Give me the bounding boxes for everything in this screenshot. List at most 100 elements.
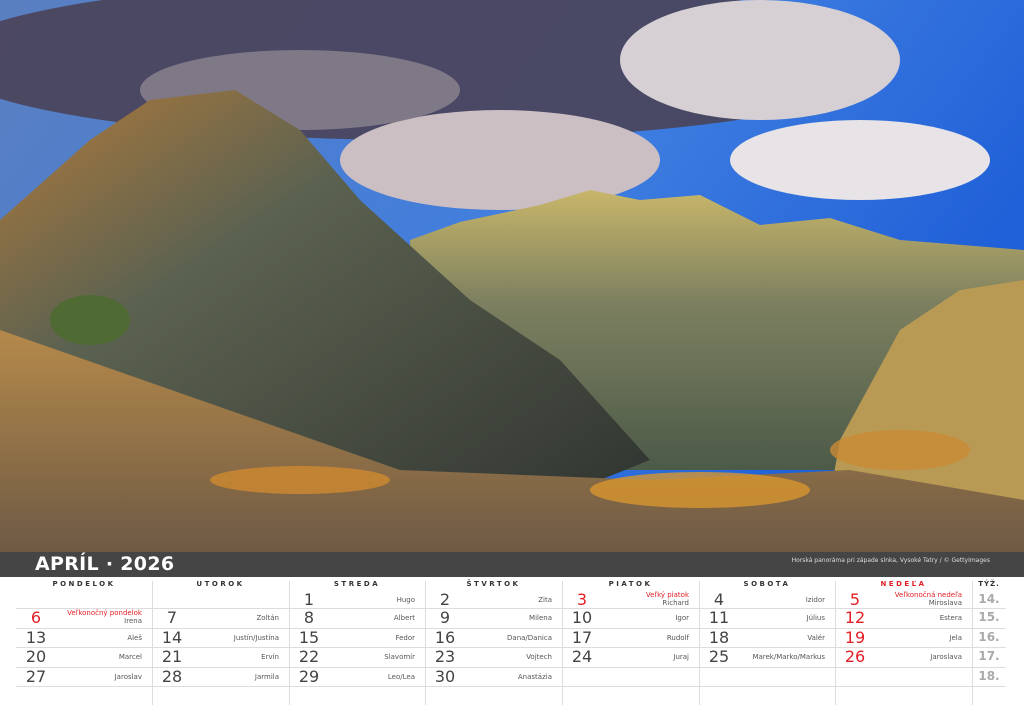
row-divider	[16, 647, 1006, 648]
day-cell[interactable]: 17 Rudolf	[562, 628, 699, 647]
day-cell[interactable]: 28 Jarmila	[152, 667, 289, 686]
holiday-name: Veľkonočná nedeľa	[894, 591, 962, 599]
day-header: ŠTVRTOK	[466, 580, 521, 588]
day-number: 18	[708, 628, 730, 647]
day-cell[interactable]: 25 Marek/Marko/Markus	[699, 647, 835, 666]
day-number: 30	[434, 667, 456, 686]
day-number: 28	[161, 667, 183, 686]
day-cell[interactable]: 13 Aleš	[16, 628, 152, 647]
column-divider	[289, 581, 290, 705]
row-divider	[16, 667, 1006, 668]
row-divider	[16, 608, 1006, 609]
day-cell[interactable]: 2 Zita	[425, 590, 562, 609]
name-day: Miroslava	[928, 599, 962, 607]
day-header: NEDEĽA	[880, 580, 927, 588]
week-number: 17.	[978, 649, 1000, 663]
day-number: 14	[161, 628, 183, 647]
day-number: 29	[298, 667, 320, 686]
day-cell[interactable]: 9 Milena	[425, 608, 562, 627]
name-day: Jela	[949, 634, 962, 642]
day-cell[interactable]: 15 Fedor	[289, 628, 425, 647]
week-number: 14.	[978, 592, 1000, 606]
day-header: PIATOK	[608, 580, 653, 588]
name-day: Justín/Justína	[233, 634, 279, 642]
day-number: 3	[576, 590, 588, 609]
name-day: Valér	[807, 634, 825, 642]
photo-credit: Horská panoráma pri západe slnka, Vysoké…	[791, 557, 990, 564]
name-day: Jarmila	[254, 673, 279, 681]
day-number: 9	[439, 608, 451, 627]
name-day: Rudolf	[666, 634, 689, 642]
name-day: Richard	[662, 599, 689, 607]
day-number: 10	[571, 608, 593, 627]
name-day: Ervín	[261, 653, 279, 661]
day-cell[interactable]: 8 Albert	[289, 608, 425, 627]
day-cell[interactable]: 11 Július	[699, 608, 835, 627]
name-day: Zoltán	[256, 614, 280, 622]
day-number: 11	[708, 608, 730, 627]
column-divider	[562, 581, 563, 705]
week-number: 15.	[978, 610, 1000, 624]
week-header: TÝŽ.	[978, 580, 1000, 588]
day-number: 6	[30, 608, 42, 627]
name-day: Juraj	[673, 653, 689, 661]
day-cell[interactable]: 4 Izidor	[699, 590, 835, 609]
day-cell[interactable]: 30 Anastázia	[425, 667, 562, 686]
name-day: Leo/Lea	[387, 673, 415, 681]
column-divider	[835, 581, 836, 705]
name-day: Marek/Marko/Markus	[752, 653, 825, 661]
day-header: STREDA	[333, 580, 381, 588]
holiday-name: Veľkonočný pondelok	[67, 609, 142, 617]
day-number: 15	[298, 628, 320, 647]
name-day: Izidor	[805, 596, 825, 604]
column-divider	[699, 581, 700, 705]
name-day: Dana/Danica	[507, 634, 552, 642]
month-title: APRÍL · 2026	[35, 553, 175, 575]
column-divider	[425, 581, 426, 705]
day-cell[interactable]: 20 Marcel	[16, 647, 152, 666]
row-divider	[16, 686, 1006, 687]
name-day: Irena	[124, 617, 142, 625]
column-divider	[152, 581, 153, 705]
week-number: 16.	[978, 630, 1000, 644]
day-cell[interactable]: 3 Veľký piatok Richard	[562, 590, 699, 609]
day-cell[interactable]: 27 Jaroslav	[16, 667, 152, 686]
day-cell[interactable]: 12 Estera	[835, 608, 972, 627]
day-cell[interactable]: 16 Dana/Danica	[425, 628, 562, 647]
name-day: Albert	[393, 614, 415, 622]
day-cell[interactable]: 7 Zoltán	[152, 608, 289, 627]
day-cell[interactable]: 5 Veľkonočná nedeľa Miroslava	[835, 590, 972, 609]
row-divider	[16, 628, 1006, 629]
day-cell[interactable]: 6 Veľkonočný pondelok Irena	[16, 608, 152, 627]
day-cell[interactable]: 1 Hugo	[289, 590, 425, 609]
day-number: 27	[25, 667, 47, 686]
day-cell[interactable]: 29 Leo/Lea	[289, 667, 425, 686]
day-number: 4	[713, 590, 725, 609]
day-cell[interactable]: 18 Valér	[699, 628, 835, 647]
day-cell[interactable]: 10 Igor	[562, 608, 699, 627]
day-cell[interactable]: 14 Justín/Justína	[152, 628, 289, 647]
day-cell[interactable]: 19 Jela	[835, 628, 972, 647]
day-header: UTOROK	[196, 580, 245, 588]
day-cell[interactable]: 23 Vojtech	[425, 647, 562, 666]
day-number: 8	[303, 608, 315, 627]
day-number: 25	[708, 647, 730, 666]
day-number: 2	[439, 590, 451, 609]
column-divider	[972, 581, 973, 705]
day-cell[interactable]: 21 Ervín	[152, 647, 289, 666]
day-number: 26	[844, 647, 866, 666]
name-day: Anastázia	[517, 673, 552, 681]
day-number: 16	[434, 628, 456, 647]
name-day: Vojtech	[526, 653, 552, 661]
day-number: 1	[303, 590, 315, 609]
day-number: 20	[25, 647, 47, 666]
day-cell[interactable]: 26 Jaroslava	[835, 647, 972, 666]
week-number: 18.	[978, 669, 1000, 683]
day-cell[interactable]: 22 Slavomír	[289, 647, 425, 666]
name-day: Marcel	[118, 653, 142, 661]
name-day: Aleš	[127, 634, 142, 642]
day-cell[interactable]: 24 Juraj	[562, 647, 699, 666]
calendar-grid: PONDELOK UTOROK STREDA ŠTVRTOK PIATOK SOBOTA N…	[16, 577, 1006, 707]
day-number: 21	[161, 647, 183, 666]
day-number: 17	[571, 628, 593, 647]
